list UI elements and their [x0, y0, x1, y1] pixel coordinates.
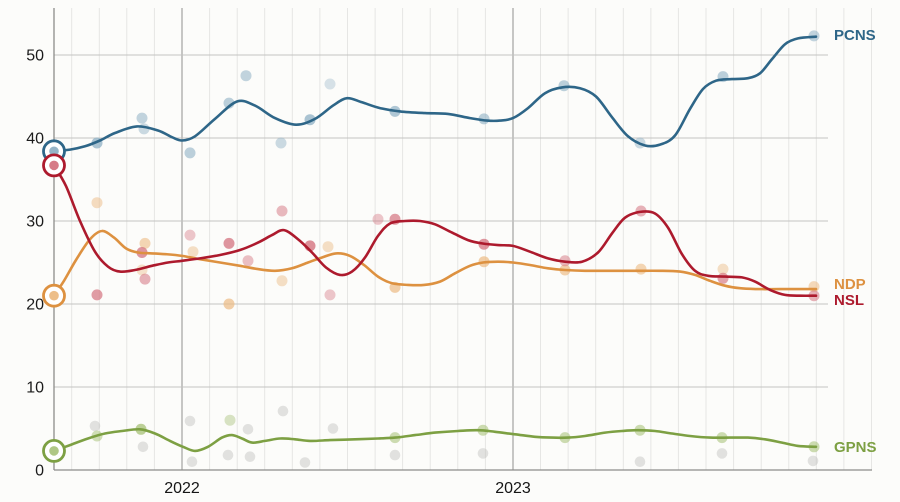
pcns-election-marker-dot	[49, 146, 59, 157]
y-axis-tick-label: 40	[26, 131, 44, 148]
ndp-poll-dot	[91, 197, 103, 209]
nsl-poll-dot	[372, 213, 384, 225]
ndp-poll-dot	[635, 263, 647, 275]
ndp-series-label: NDP	[834, 276, 866, 293]
unlabeled-poll-dot	[634, 456, 646, 468]
nsl-series-label: NSL	[834, 292, 864, 309]
ndp-election-marker-dot	[49, 290, 59, 301]
unlabeled-poll-dot	[327, 423, 339, 434]
ndp-poll-dot	[717, 263, 729, 275]
unlabeled-poll-dot	[389, 449, 401, 461]
nsl-poll-dot	[276, 205, 288, 217]
unlabeled-poll-dot	[807, 455, 819, 467]
nsl-poll-dot	[717, 272, 729, 284]
x-axis-year-label: 2022	[164, 480, 200, 497]
y-axis-tick-label: 0	[35, 463, 44, 480]
unlabeled-poll-dot	[477, 448, 489, 459]
pcns-poll-dot	[184, 147, 196, 159]
unlabeled-poll-dot	[186, 456, 198, 468]
unlabeled-poll-dot	[716, 448, 728, 459]
y-axis-tick-label: 10	[26, 380, 44, 397]
nsl-poll-dot	[139, 273, 151, 285]
nsl-poll-dot	[184, 229, 196, 241]
y-axis-tick-label: 30	[26, 214, 44, 231]
pcns-poll-dot	[136, 112, 148, 124]
unlabeled-poll-dot	[242, 424, 254, 435]
y-axis-tick-label: 20	[26, 297, 44, 314]
nsl-election-marker-dot	[49, 160, 59, 171]
gpns-trend-line	[52, 427, 818, 453]
unlabeled-poll-dot	[244, 451, 256, 463]
nsl-poll-dot	[324, 289, 336, 301]
nsl-poll-dot	[242, 255, 254, 267]
unlabeled-poll-dot	[89, 420, 101, 432]
pcns-trend-line	[52, 35, 818, 153]
nsl-poll-dot	[223, 237, 235, 249]
gpns-poll-dot	[224, 414, 236, 426]
nsl-poll-dot	[91, 289, 103, 301]
unlabeled-poll-dot	[299, 457, 311, 468]
ndp-poll-dot	[322, 241, 334, 253]
unlabeled-poll-dot	[184, 415, 196, 427]
gpns-series-label: GPNS	[834, 439, 877, 456]
ndp-trend-line	[52, 229, 818, 297]
pcns-poll-dot	[324, 78, 336, 90]
unlabeled-poll-dot	[222, 449, 234, 461]
pcns-poll-dot	[275, 137, 287, 149]
unlabeled-poll-dot	[277, 405, 289, 417]
nsl-trend-line	[52, 164, 818, 298]
y-axis-tick-label: 50	[26, 48, 44, 65]
ndp-poll-dot	[139, 237, 151, 249]
x-axis-year-label: 2023	[495, 480, 531, 497]
pcns-poll-dot	[240, 70, 252, 82]
pcns-series-label: PCNS	[834, 27, 876, 44]
gpns-election-marker-dot	[49, 446, 59, 456]
unlabeled-poll-dot	[137, 441, 149, 453]
ndp-poll-dot	[276, 275, 288, 287]
ndp-poll-dot	[187, 246, 199, 258]
ndp-poll-dot	[223, 298, 235, 310]
